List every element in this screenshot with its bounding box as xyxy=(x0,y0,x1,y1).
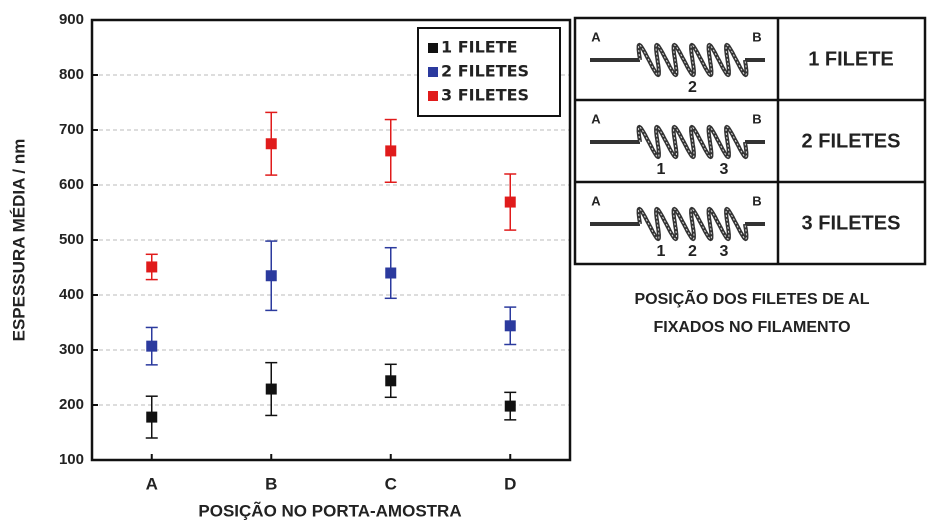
y-tick-label: 700 xyxy=(59,121,84,138)
point xyxy=(265,383,277,395)
coil-highlight xyxy=(638,126,747,158)
y-tick-label: 400 xyxy=(59,286,84,303)
position-label: 1 xyxy=(657,243,666,260)
y-tick-label: 300 xyxy=(59,341,84,358)
point xyxy=(146,411,158,423)
legend-label: 3 FILETES xyxy=(441,86,529,105)
y-tick-label: 200 xyxy=(59,396,84,413)
position-label: 2 xyxy=(688,243,697,260)
position-label: 3 xyxy=(720,161,729,178)
legend-marker xyxy=(428,43,438,53)
y-axis-title: ESPESSURA MÉDIA / nm xyxy=(9,139,28,342)
coil-highlight xyxy=(638,208,747,240)
end-label: B xyxy=(752,193,761,208)
plot-frame xyxy=(90,18,572,462)
coil-highlight xyxy=(638,44,747,76)
point xyxy=(265,270,277,282)
point xyxy=(504,196,516,208)
diagram-table xyxy=(573,16,927,266)
point xyxy=(504,400,516,412)
row-label: 1 FILETE xyxy=(808,48,894,70)
y-tick-label: 600 xyxy=(59,176,84,193)
end-label: A xyxy=(591,29,601,44)
legend-label: 2 FILETES xyxy=(441,62,529,81)
row-label: 3 FILETES xyxy=(802,212,901,234)
row-label: 2 FILETES xyxy=(802,130,901,152)
caption: FIXADOS NO FILAMENTO xyxy=(653,319,850,336)
legend-marker xyxy=(428,91,438,101)
y-tick-label: 900 xyxy=(59,11,84,28)
end-label: B xyxy=(752,29,761,44)
x-tick-label: D xyxy=(504,474,516,493)
y-tick-label: 100 xyxy=(59,451,84,468)
point xyxy=(146,261,158,273)
x-tick-label: A xyxy=(146,474,158,493)
position-label: 3 xyxy=(720,243,729,260)
end-label: A xyxy=(591,111,601,126)
point xyxy=(385,145,397,157)
end-label: A xyxy=(591,193,601,208)
x-tick-label: B xyxy=(265,474,277,493)
legend-label: 1 FILETE xyxy=(441,38,518,57)
position-label: 2 xyxy=(688,79,697,96)
x-tick-label: C xyxy=(385,474,397,493)
x-axis-title: POSIÇÃO NO PORTA-AMOSTRA xyxy=(198,500,461,520)
position-label: 1 xyxy=(657,161,666,178)
y-tick-label: 500 xyxy=(59,231,84,248)
y-tick-label: 800 xyxy=(59,66,84,83)
point xyxy=(385,267,397,279)
point xyxy=(385,375,397,387)
caption: POSIÇÃO DOS FILETES DE AL xyxy=(635,288,870,308)
point xyxy=(265,138,277,150)
end-label: B xyxy=(752,111,761,126)
legend-box xyxy=(417,27,561,117)
point xyxy=(146,340,158,352)
legend-marker xyxy=(428,67,438,77)
point xyxy=(504,320,516,332)
